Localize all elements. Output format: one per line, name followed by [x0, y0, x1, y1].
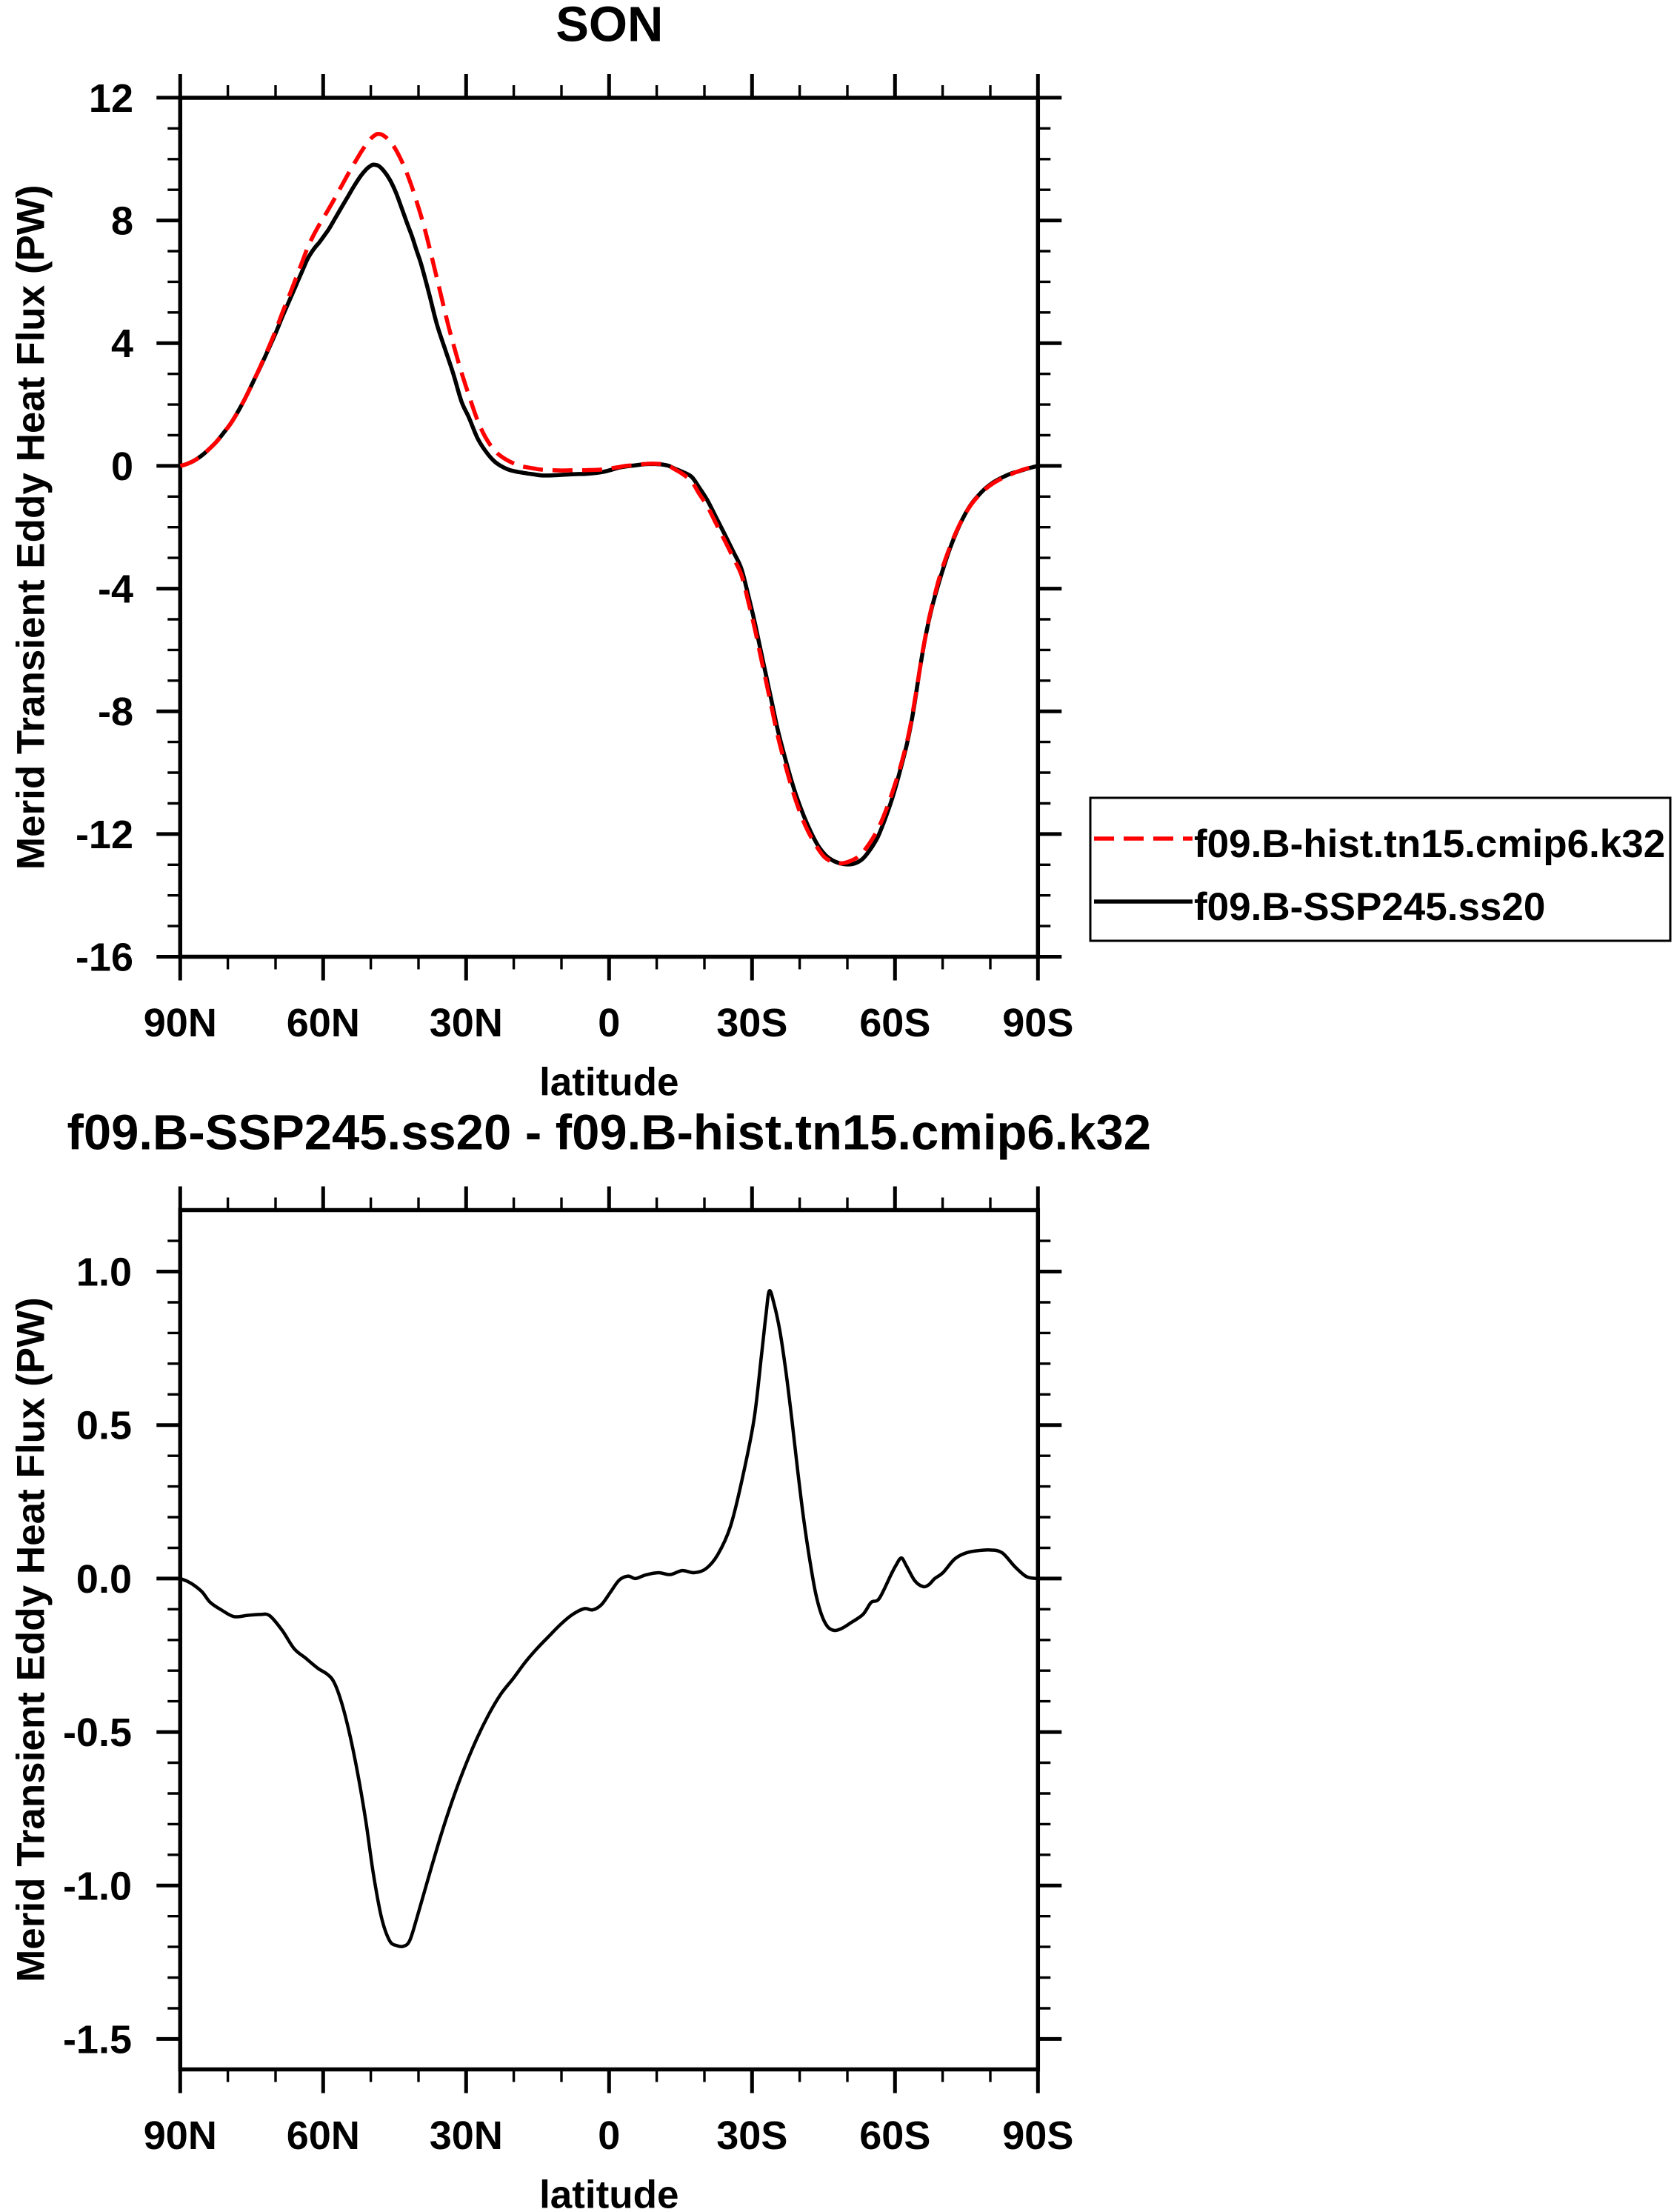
svg-text:0.5: 0.5 [76, 1404, 132, 1448]
svg-text:f09.B-SSP245.ss20 - f09.B-hist: f09.B-SSP245.ss20 - f09.B-hist.tn15.cmip… [67, 1105, 1152, 1161]
svg-text:f09.B-SSP245.ss20: f09.B-SSP245.ss20 [1194, 885, 1545, 929]
svg-text:-1.0: -1.0 [63, 1864, 132, 1908]
svg-text:0: 0 [598, 2113, 620, 2158]
svg-text:SON: SON [556, 0, 663, 53]
svg-text:60S: 60S [859, 2113, 930, 2158]
svg-text:Merid Transient Eddy Heat Flux: Merid Transient Eddy Heat Flux (PW) [9, 184, 53, 870]
svg-text:90N: 90N [144, 1001, 217, 1045]
svg-text:30S: 30S [716, 2113, 787, 2158]
svg-text:-4: -4 [98, 567, 133, 612]
svg-text:0.0: 0.0 [76, 1557, 132, 1602]
svg-text:0: 0 [598, 1001, 620, 1045]
svg-text:1.0: 1.0 [76, 1250, 132, 1295]
svg-text:90N: 90N [144, 2113, 217, 2158]
svg-text:90S: 90S [1002, 1001, 1073, 1045]
svg-text:60N: 60N [287, 2113, 360, 2158]
svg-text:30N: 30N [430, 2113, 503, 2158]
svg-text:90S: 90S [1002, 2113, 1073, 2158]
svg-text:30S: 30S [716, 1001, 787, 1045]
svg-text:-8: -8 [98, 690, 133, 734]
svg-text:-1.5: -1.5 [63, 2017, 132, 2062]
svg-text:60N: 60N [287, 1001, 360, 1045]
svg-text:Merid Transient Eddy Heat Flux: Merid Transient Eddy Heat Flux (PW) [9, 1297, 53, 1982]
svg-text:60S: 60S [859, 1001, 930, 1045]
svg-text:-12: -12 [76, 813, 133, 857]
svg-text:f09.B-hist.tn15.cmip6.k32: f09.B-hist.tn15.cmip6.k32 [1194, 822, 1665, 866]
svg-text:4: 4 [111, 322, 133, 366]
svg-text:8: 8 [111, 199, 133, 244]
svg-text:0: 0 [111, 444, 133, 489]
svg-text:12: 12 [89, 76, 133, 121]
svg-text:30N: 30N [430, 1001, 503, 1045]
svg-text:-16: -16 [76, 936, 133, 980]
svg-text:-0.5: -0.5 [63, 1710, 132, 1755]
svg-text:latitude: latitude [539, 2173, 678, 2212]
svg-text:latitude: latitude [539, 1060, 678, 1104]
